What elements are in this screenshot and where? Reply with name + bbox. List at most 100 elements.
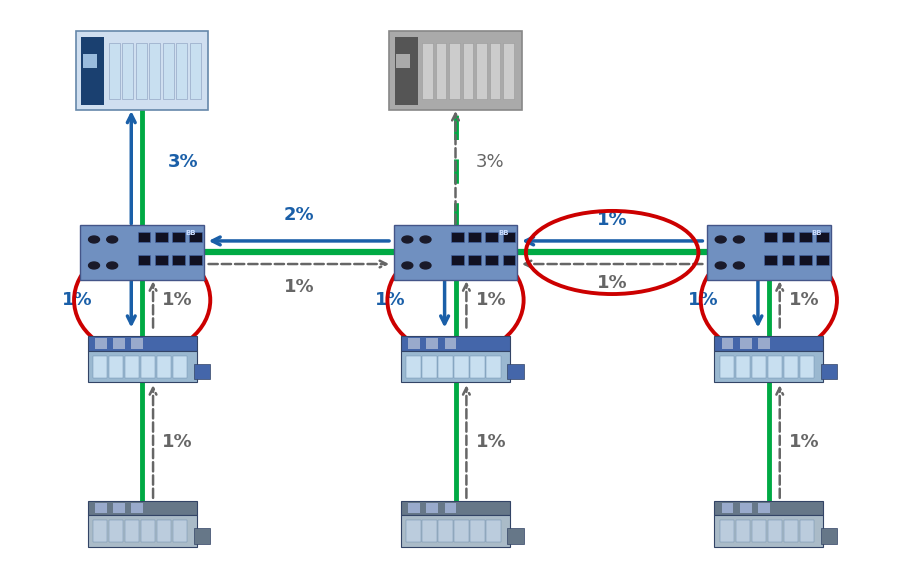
Circle shape — [715, 262, 726, 269]
FancyBboxPatch shape — [714, 501, 824, 516]
FancyBboxPatch shape — [394, 225, 517, 280]
FancyBboxPatch shape — [87, 351, 197, 382]
FancyBboxPatch shape — [189, 255, 202, 266]
FancyBboxPatch shape — [764, 232, 777, 242]
FancyBboxPatch shape — [149, 42, 160, 99]
FancyBboxPatch shape — [93, 520, 107, 542]
FancyBboxPatch shape — [155, 255, 168, 266]
FancyBboxPatch shape — [173, 356, 188, 378]
FancyBboxPatch shape — [455, 356, 468, 378]
FancyBboxPatch shape — [740, 339, 752, 349]
FancyBboxPatch shape — [80, 225, 204, 280]
Text: 1%: 1% — [375, 291, 405, 309]
FancyBboxPatch shape — [707, 225, 831, 280]
Circle shape — [420, 236, 431, 243]
FancyBboxPatch shape — [438, 520, 453, 542]
FancyBboxPatch shape — [122, 42, 133, 99]
FancyBboxPatch shape — [406, 356, 421, 378]
FancyBboxPatch shape — [87, 501, 197, 516]
FancyBboxPatch shape — [401, 351, 510, 382]
Text: 3%: 3% — [168, 153, 199, 171]
FancyBboxPatch shape — [435, 42, 446, 99]
FancyBboxPatch shape — [507, 364, 524, 379]
FancyBboxPatch shape — [189, 42, 200, 99]
Circle shape — [402, 236, 413, 243]
FancyBboxPatch shape — [438, 356, 453, 378]
Circle shape — [107, 262, 118, 269]
Text: 1%: 1% — [162, 291, 193, 309]
FancyBboxPatch shape — [736, 356, 750, 378]
FancyBboxPatch shape — [445, 503, 456, 513]
FancyBboxPatch shape — [449, 42, 460, 99]
FancyBboxPatch shape — [783, 356, 798, 378]
Circle shape — [107, 236, 118, 243]
FancyBboxPatch shape — [87, 516, 197, 547]
FancyBboxPatch shape — [194, 528, 210, 543]
FancyBboxPatch shape — [821, 528, 837, 543]
FancyBboxPatch shape — [758, 503, 770, 513]
FancyBboxPatch shape — [138, 232, 150, 242]
FancyBboxPatch shape — [764, 255, 777, 266]
FancyBboxPatch shape — [783, 520, 798, 542]
FancyBboxPatch shape — [131, 339, 143, 349]
FancyBboxPatch shape — [172, 232, 185, 242]
FancyBboxPatch shape — [821, 364, 837, 379]
FancyBboxPatch shape — [95, 339, 107, 349]
FancyBboxPatch shape — [141, 356, 155, 378]
FancyBboxPatch shape — [172, 255, 185, 266]
Text: 1%: 1% — [789, 433, 819, 451]
Text: 1%: 1% — [476, 433, 507, 451]
FancyBboxPatch shape — [389, 31, 522, 110]
FancyBboxPatch shape — [470, 356, 485, 378]
FancyBboxPatch shape — [468, 232, 481, 242]
FancyBboxPatch shape — [486, 232, 498, 242]
FancyBboxPatch shape — [93, 356, 107, 378]
Text: 1%: 1% — [597, 274, 628, 292]
FancyBboxPatch shape — [194, 364, 210, 379]
FancyBboxPatch shape — [503, 42, 514, 99]
FancyBboxPatch shape — [109, 356, 123, 378]
FancyBboxPatch shape — [189, 232, 202, 242]
FancyBboxPatch shape — [758, 339, 770, 349]
FancyBboxPatch shape — [722, 339, 733, 349]
Text: BB: BB — [498, 230, 509, 237]
FancyBboxPatch shape — [141, 520, 155, 542]
FancyBboxPatch shape — [406, 520, 421, 542]
FancyBboxPatch shape — [136, 42, 147, 99]
FancyBboxPatch shape — [468, 255, 481, 266]
FancyBboxPatch shape — [714, 516, 824, 547]
FancyBboxPatch shape — [799, 255, 812, 266]
FancyBboxPatch shape — [752, 356, 766, 378]
FancyBboxPatch shape — [131, 503, 143, 513]
Text: 3%: 3% — [476, 153, 504, 171]
Circle shape — [402, 262, 413, 269]
FancyBboxPatch shape — [470, 520, 485, 542]
FancyBboxPatch shape — [507, 528, 524, 543]
FancyBboxPatch shape — [109, 520, 123, 542]
FancyBboxPatch shape — [422, 42, 433, 99]
FancyBboxPatch shape — [451, 232, 464, 242]
FancyBboxPatch shape — [113, 503, 125, 513]
Text: 1%: 1% — [62, 291, 92, 309]
FancyBboxPatch shape — [782, 255, 794, 266]
Text: 1%: 1% — [162, 433, 193, 451]
FancyBboxPatch shape — [768, 520, 782, 542]
FancyBboxPatch shape — [714, 336, 824, 351]
FancyBboxPatch shape — [81, 37, 104, 105]
FancyBboxPatch shape — [486, 255, 498, 266]
FancyBboxPatch shape — [736, 520, 750, 542]
FancyBboxPatch shape — [173, 520, 188, 542]
FancyBboxPatch shape — [451, 255, 464, 266]
FancyBboxPatch shape — [423, 520, 436, 542]
FancyBboxPatch shape — [486, 356, 501, 378]
FancyBboxPatch shape — [489, 42, 500, 99]
FancyBboxPatch shape — [125, 356, 139, 378]
FancyBboxPatch shape — [108, 42, 119, 99]
FancyBboxPatch shape — [486, 520, 501, 542]
FancyBboxPatch shape — [816, 232, 829, 242]
FancyBboxPatch shape — [720, 356, 734, 378]
FancyBboxPatch shape — [408, 503, 420, 513]
FancyBboxPatch shape — [394, 37, 417, 105]
FancyBboxPatch shape — [138, 255, 150, 266]
Circle shape — [88, 262, 99, 269]
